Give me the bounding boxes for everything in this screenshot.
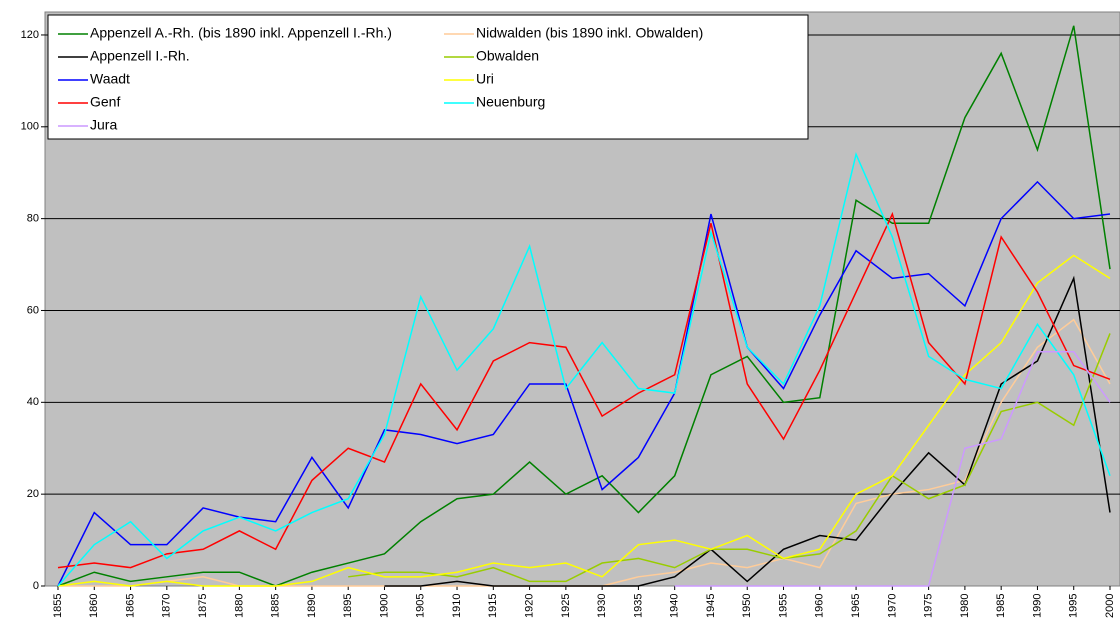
series-line <box>384 275 1111 587</box>
x-tick-label: 1860 <box>88 594 100 618</box>
legend-label: Jura <box>90 117 117 133</box>
x-tick-label: 1965 <box>850 594 862 618</box>
series-line <box>57 180 1111 587</box>
x-tick-label: 1930 <box>596 594 608 618</box>
series-line <box>57 254 1111 587</box>
legend-label: Uri <box>476 71 494 87</box>
x-tick-label: 1960 <box>814 594 826 618</box>
x-tick-label: 2000 <box>1104 594 1116 618</box>
x-tick-label: 1950 <box>741 594 753 618</box>
y-tick-label: 80 <box>27 213 39 225</box>
x-tick-label: 1900 <box>378 594 390 618</box>
x-tick-label: 1855 <box>52 594 64 618</box>
x-tick-label: 1995 <box>1068 594 1080 618</box>
series-line <box>348 333 1111 583</box>
legend-label: Appenzell A.-Rh. (bis 1890 inkl. Appenze… <box>90 25 392 41</box>
x-tick-label: 1870 <box>161 594 173 618</box>
x-tick-label: 1980 <box>959 594 971 618</box>
x-tick-label: 1865 <box>124 594 136 618</box>
y-tick-label: 100 <box>21 121 39 133</box>
series-line <box>57 211 1111 569</box>
x-tick-label: 1885 <box>270 594 282 618</box>
legend: Appenzell A.-Rh. (bis 1890 inkl. Appenze… <box>47 14 809 140</box>
y-tick-label: 40 <box>27 396 39 408</box>
legend-label: Waadt <box>90 71 130 87</box>
y-tick-label: 0 <box>33 580 39 592</box>
x-tick-label: 1875 <box>197 594 209 618</box>
x-tick-label: 1880 <box>233 594 245 618</box>
x-tick-label: 1940 <box>669 594 681 618</box>
x-tick-label: 1955 <box>777 594 789 618</box>
y-tick-label: 60 <box>27 304 39 316</box>
legend-label: Nidwalden (bis 1890 inkl. Obwalden) <box>476 25 703 41</box>
x-tick-label: 1920 <box>523 594 535 618</box>
series-line <box>57 25 1111 587</box>
x-tick-label: 1895 <box>342 594 354 618</box>
x-tick-label: 1970 <box>886 594 898 618</box>
legend-label: Genf <box>90 94 120 110</box>
x-tick-label: 1990 <box>1031 594 1043 618</box>
x-tick-label: 1910 <box>451 594 463 618</box>
x-tick-label: 1925 <box>560 594 572 618</box>
y-tick-label: 20 <box>27 488 39 500</box>
legend-box <box>47 14 809 140</box>
x-tick-label: 1975 <box>923 594 935 618</box>
x-tick-label: 1905 <box>415 594 427 618</box>
x-tick-label: 1915 <box>487 594 499 618</box>
x-tick-label: 1945 <box>705 594 717 618</box>
x-tick-label: 1890 <box>306 594 318 618</box>
y-tick-label: 120 <box>21 29 39 41</box>
legend-label: Obwalden <box>476 48 539 64</box>
x-tick-label: 1985 <box>995 594 1007 618</box>
series-line <box>57 152 1111 587</box>
x-tick-label: 1935 <box>632 594 644 618</box>
legend-label: Appenzell I.-Rh. <box>90 48 190 64</box>
legend-label: Neuenburg <box>476 94 545 110</box>
series-line <box>674 351 1111 587</box>
